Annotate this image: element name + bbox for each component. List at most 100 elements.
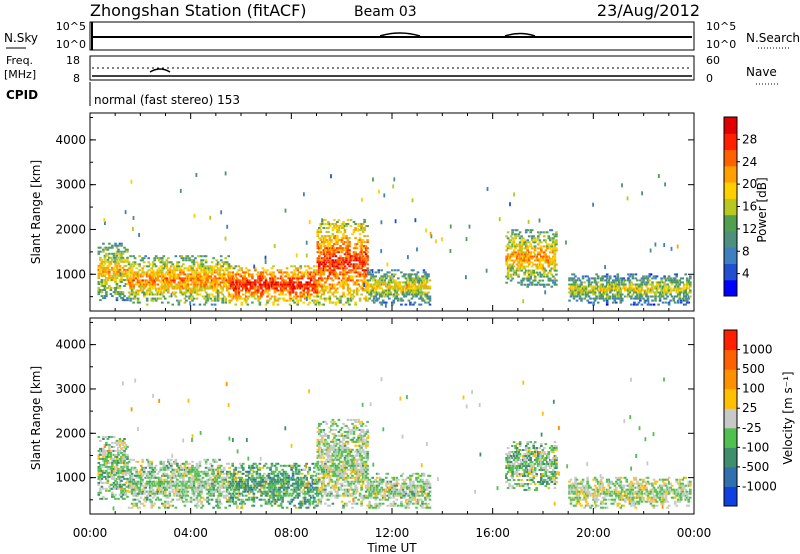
power-cell <box>206 297 209 300</box>
power-cell <box>378 281 382 284</box>
power-cell <box>305 283 308 286</box>
power-cell <box>505 235 508 238</box>
power-cell <box>339 259 342 262</box>
power-cell <box>640 289 644 292</box>
power-cell <box>192 285 196 288</box>
power-cell <box>162 267 166 270</box>
power-cell <box>349 293 353 296</box>
velocity-cell <box>212 458 215 461</box>
power-cell <box>616 293 620 296</box>
power-echo-region <box>316 218 369 306</box>
power-cell <box>569 295 573 298</box>
power-cell <box>543 231 546 234</box>
power-cell <box>177 273 181 276</box>
power-cell <box>228 271 231 274</box>
power-cell <box>349 263 353 266</box>
power-cell <box>514 245 517 248</box>
power-cell <box>120 254 123 257</box>
power-cell <box>276 297 280 300</box>
power-cell <box>374 291 377 294</box>
power-cell <box>346 245 350 248</box>
power-echo-region <box>127 255 230 306</box>
power-cell <box>246 281 250 284</box>
power-cell <box>361 273 365 276</box>
velocity-cell <box>120 477 123 480</box>
power-cell <box>355 289 359 292</box>
power-cell <box>618 281 621 284</box>
velocity-cell <box>189 498 193 501</box>
power-cell <box>170 275 173 278</box>
power-cell <box>627 273 630 276</box>
power-cell <box>540 283 543 286</box>
power-cell <box>543 271 546 274</box>
power-cell <box>660 293 663 296</box>
power-cell <box>297 271 301 274</box>
power-cell <box>114 281 117 283</box>
power-cell <box>642 289 645 292</box>
power-scatter-cell <box>189 301 192 306</box>
power-cell <box>192 291 196 294</box>
velocity-cell <box>103 457 107 460</box>
velocity-cell <box>103 475 107 478</box>
power-cell <box>200 269 203 272</box>
power-cell <box>355 271 359 274</box>
power-cell <box>424 275 427 278</box>
power-cell <box>249 281 253 284</box>
velocity-cell <box>150 506 153 509</box>
power-cell <box>374 275 377 278</box>
power-cell <box>243 283 247 286</box>
power-cell <box>269 281 272 284</box>
power-cell <box>535 259 538 262</box>
velocity-cell <box>215 478 218 481</box>
power-cell <box>569 283 573 286</box>
power-cell <box>342 227 345 229</box>
power-cell <box>314 285 318 288</box>
power-cell <box>339 263 342 266</box>
power-cell <box>278 269 281 272</box>
power-cell <box>117 248 120 251</box>
power-cell <box>649 289 653 292</box>
power-cell <box>133 261 137 264</box>
power-cell <box>658 281 662 284</box>
power-cell <box>331 283 335 286</box>
power-cell <box>383 279 386 282</box>
power-cell <box>586 291 589 294</box>
power-cell <box>530 273 534 276</box>
power-cell <box>598 295 601 298</box>
velocity-cell <box>201 496 205 499</box>
power-cell <box>612 297 615 300</box>
power-cell <box>319 229 323 231</box>
power-cell <box>97 283 101 285</box>
power-cell <box>689 285 692 288</box>
power-cell <box>342 267 345 270</box>
power-cell <box>547 261 551 264</box>
power-cell <box>330 235 333 238</box>
power-cell <box>684 299 687 302</box>
power-cell <box>521 277 525 280</box>
power-cell <box>351 277 354 280</box>
power-cell <box>327 241 330 244</box>
power-cell <box>325 297 329 300</box>
velocity-cell <box>186 484 190 487</box>
velocity-cell <box>138 474 141 477</box>
power-cell <box>380 291 383 294</box>
velocity-cell <box>161 488 164 491</box>
power-cell <box>266 287 269 290</box>
power-cell <box>204 291 208 294</box>
power-cell <box>213 299 217 302</box>
power-cell <box>197 273 200 276</box>
power-cell <box>553 241 557 244</box>
velocity-cell <box>108 489 111 492</box>
velocity-cell <box>139 502 143 505</box>
power-cell <box>318 269 321 272</box>
power-cell <box>245 299 248 302</box>
power-cell <box>599 279 603 282</box>
power-cell <box>410 293 414 296</box>
power-cell <box>105 260 108 263</box>
power-cell <box>224 257 227 260</box>
power-cell <box>346 249 350 252</box>
power-cell <box>550 229 554 232</box>
velocity-cell <box>124 485 128 488</box>
power-cell <box>342 225 345 227</box>
power-cell <box>371 275 374 278</box>
